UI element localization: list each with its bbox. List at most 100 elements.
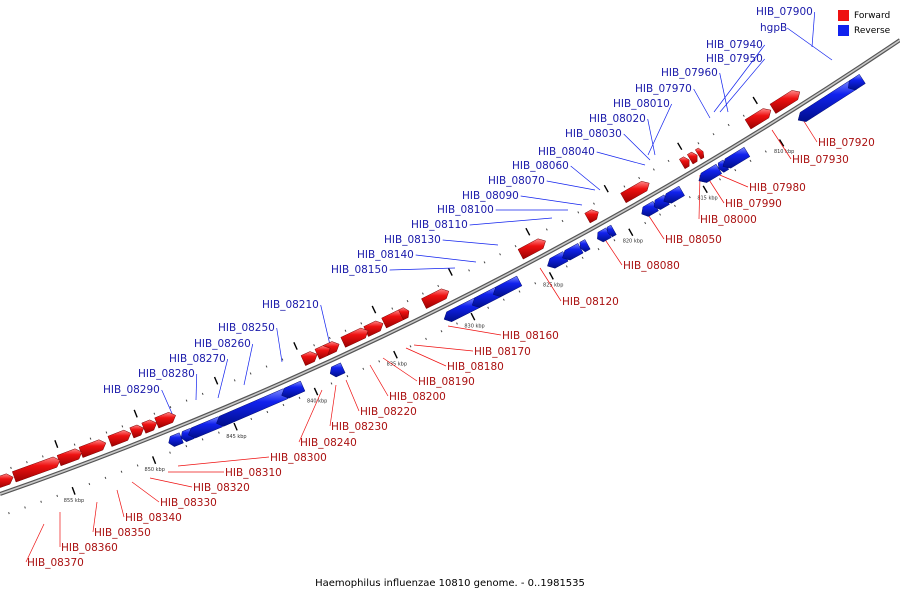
forward-gene-label: HIB_08120 (562, 296, 619, 308)
minor-tick (697, 142, 700, 145)
forward-leader (177, 456, 270, 467)
reverse-leader (623, 133, 651, 161)
forward-leader (405, 347, 447, 367)
reverse-gene-label: HIB_07900 (756, 6, 813, 18)
reverse-gene-label: HIB_08250 (218, 322, 275, 334)
forward-gene (679, 156, 690, 170)
minor-tick (10, 466, 12, 469)
minor-tick (456, 322, 458, 325)
forward-gene (620, 181, 650, 204)
minor-tick (328, 336, 331, 340)
minor-tick (88, 482, 91, 486)
forward-gene-label: HIB_08320 (193, 482, 250, 494)
minor-tick (712, 133, 715, 136)
reverse-leader (320, 304, 331, 346)
reverse-leader (217, 358, 229, 399)
minor-tick (104, 476, 107, 480)
reverse-gene-label: HIB_08140 (357, 249, 414, 261)
scale-tick (151, 456, 157, 465)
forward-gene (141, 419, 158, 434)
forward-leader (298, 389, 323, 443)
reverse-leader (570, 165, 601, 191)
minor-tick (667, 159, 670, 163)
minor-tick (169, 451, 171, 454)
minor-tick (597, 247, 600, 251)
scale-tick (233, 422, 238, 431)
minor-tick (518, 290, 521, 293)
forward-gene-label: HIB_08180 (447, 361, 504, 373)
minor-tick (153, 412, 156, 415)
minor-tick (437, 284, 440, 288)
minor-tick (409, 345, 412, 348)
minor-tick (502, 298, 505, 301)
forward-gene-label: HIB_08080 (623, 260, 680, 272)
scale-label: 810 kbp (774, 149, 794, 155)
forward-gene (78, 439, 107, 458)
reverse-gene-label: HIB_07970 (635, 83, 692, 95)
reverse-gene-label: HIB_07950 (706, 53, 763, 65)
minor-tick (749, 159, 752, 162)
minor-tick (514, 245, 517, 248)
minor-tick (250, 417, 253, 421)
forward-gene-label: HIB_08240 (300, 437, 357, 449)
forward-gene (398, 307, 410, 321)
forward-gene-label: HIB_08190 (418, 376, 475, 388)
reverse-leader (647, 118, 656, 156)
genome-backbone (0, 38, 900, 496)
forward-gene-label: HIB_08220 (360, 406, 417, 418)
forward-gene-label: HIB_08050 (665, 234, 722, 246)
minor-tick (298, 396, 301, 399)
forward-gene-label: HIB_08000 (700, 214, 757, 226)
reverse-leader (786, 27, 833, 61)
scale-tick (293, 342, 298, 350)
reverse-gene-label: HIB_08260 (194, 338, 251, 350)
forward-gene (744, 108, 772, 130)
forward-gene (154, 411, 176, 429)
minor-tick (24, 506, 26, 509)
minor-tick (56, 494, 59, 497)
scale-tick (548, 271, 554, 280)
minor-tick (344, 329, 347, 332)
legend-forward-label: Forward (854, 10, 891, 21)
scale-label: 855 kbp (64, 498, 84, 504)
reverse-leader (469, 217, 553, 226)
reverse-gene-label: HIB_08110 (411, 219, 468, 231)
minor-tick (360, 322, 363, 325)
reverse-gene-label: HIB_08090 (462, 190, 519, 202)
reverse-gene (168, 432, 184, 447)
leader-lines (25, 11, 833, 563)
reverse-gene (722, 146, 751, 169)
forward-leader (771, 129, 792, 160)
legend-reverse-label: Reverse (854, 25, 891, 36)
minor-tick (499, 253, 501, 256)
scale-tick (54, 440, 59, 449)
minor-tick (282, 403, 285, 407)
minor-tick (218, 431, 220, 434)
reverse-gene-label: HIB_08130 (384, 234, 441, 246)
minor-tick (201, 392, 204, 396)
reverse-leader (647, 103, 673, 156)
forward-leader (382, 357, 418, 382)
reverse-leader (415, 254, 477, 263)
reverse-gene-label: HIB_08010 (613, 98, 670, 110)
minor-tick (330, 382, 333, 385)
reverse-leader (520, 195, 583, 206)
scale-tick (71, 486, 76, 495)
reverse-gene-label: HIB_08060 (512, 160, 569, 172)
forward-gene-label: HIB_07930 (792, 154, 849, 166)
scale-tick (447, 268, 453, 276)
reverse-swatch (838, 25, 849, 36)
forward-gene (11, 456, 61, 483)
reverse-leader (713, 44, 765, 113)
reverse-leader (243, 343, 254, 386)
minor-tick (40, 500, 42, 503)
forward-gene (129, 424, 145, 439)
scale-tick (677, 142, 683, 151)
reverse-gene-label: HIB_08040 (538, 146, 595, 158)
forward-leader (116, 489, 125, 518)
scale-tick (603, 184, 609, 193)
minor-tick (266, 410, 269, 414)
forward-gene-label: HIB_08160 (502, 330, 559, 342)
minor-tick (422, 292, 424, 295)
